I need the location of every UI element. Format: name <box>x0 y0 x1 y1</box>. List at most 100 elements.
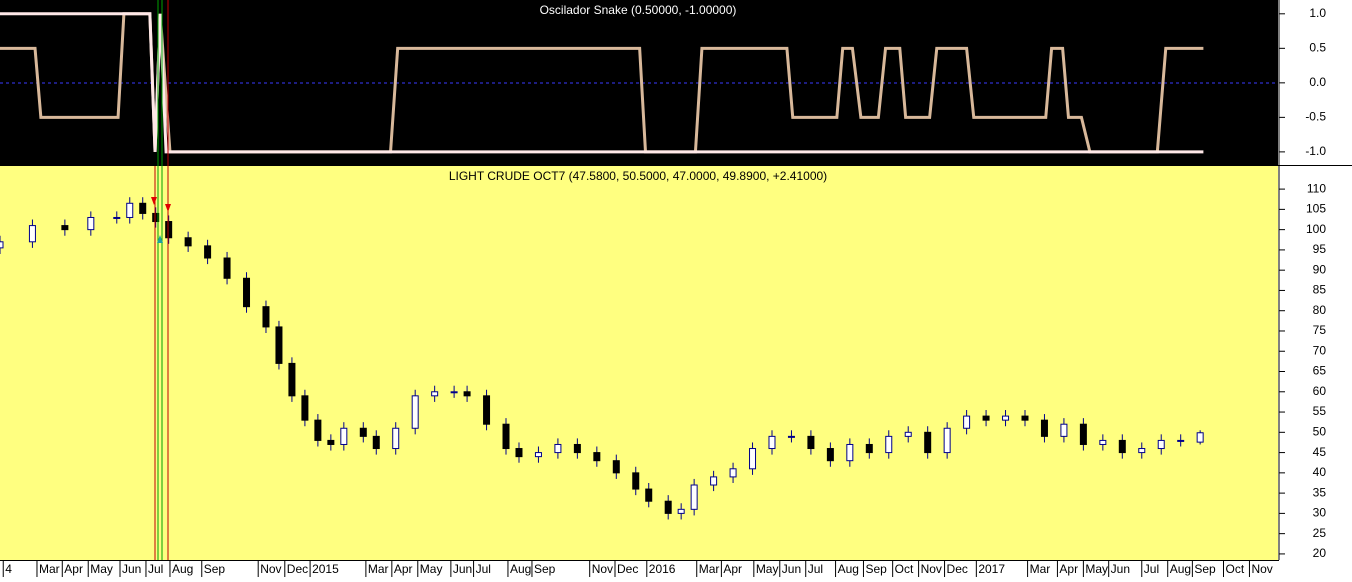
y-tick-label: 80 <box>1313 303 1327 317</box>
y-tick-label: 30 <box>1313 506 1327 520</box>
x-tick-label: Nov <box>1251 562 1272 576</box>
candle-body <box>807 435 815 450</box>
x-tick-label: Aug <box>172 562 193 576</box>
x-tick-label: Aug <box>510 562 531 576</box>
y-tick-label: -1.0 <box>1305 144 1326 158</box>
x-tick-label: Sep <box>534 562 556 576</box>
candle-body <box>431 391 439 397</box>
x-tick-label: Apr <box>723 562 742 576</box>
candle-body <box>483 395 491 425</box>
candle-body <box>184 237 192 247</box>
candle-body <box>340 427 348 445</box>
x-tick-label: Apr <box>1059 562 1078 576</box>
x-tick-label: Jul <box>476 562 491 576</box>
candle-body <box>450 391 458 394</box>
x-tick-label: Mar <box>368 562 389 576</box>
candle-body <box>275 326 283 364</box>
candle-body <box>768 435 776 450</box>
x-tick-label: Aug <box>838 562 859 576</box>
candle-body <box>314 419 322 441</box>
y-tick-label: 105 <box>1306 202 1326 216</box>
candle-body <box>327 439 335 445</box>
x-tick-label: Oct <box>895 562 914 576</box>
x-tick-label: Sep <box>204 562 226 576</box>
candle-body <box>904 431 912 437</box>
y-tick-label: 60 <box>1313 384 1327 398</box>
candle-body <box>573 443 581 454</box>
y-tick-label: 55 <box>1313 404 1327 418</box>
candle-body <box>865 443 873 454</box>
candle-body <box>1079 423 1087 445</box>
candle-body <box>223 257 231 279</box>
candle-body <box>710 476 718 486</box>
x-tick-label: Nov <box>260 562 281 576</box>
x-tick-label: 2016 <box>649 562 676 576</box>
candle-body <box>846 443 854 462</box>
x-tick-label: Jun <box>1111 562 1130 576</box>
x-tick-label: Mar <box>699 562 720 576</box>
candle-body <box>787 435 795 438</box>
x-tick-label: Mar <box>39 562 60 576</box>
x-tick-label: May <box>756 562 779 576</box>
candle-body <box>885 435 893 454</box>
candle-body <box>1177 439 1185 442</box>
y-tick-label: -0.5 <box>1305 110 1326 124</box>
x-tick-label: Jul <box>148 562 163 576</box>
candle-body <box>139 202 147 214</box>
candle-body <box>126 202 134 218</box>
candle-body <box>612 460 620 474</box>
candle-body <box>463 391 471 397</box>
y-tick-label: 65 <box>1313 364 1327 378</box>
candle-body <box>1118 439 1126 454</box>
buy-arrow <box>157 235 163 243</box>
x-tick-label: Jun <box>122 562 141 576</box>
x-tick-label: Sep <box>865 562 887 576</box>
candle-body <box>372 435 380 450</box>
x-tick-label: Dec <box>617 562 638 576</box>
x-tick-label: 2015 <box>312 562 339 576</box>
candle-body <box>826 448 834 462</box>
candle-body <box>165 221 173 239</box>
x-tick-label: May <box>90 562 113 576</box>
y-tick-label: 0.5 <box>1309 40 1326 54</box>
candle-body <box>1040 419 1048 437</box>
y-tick-label: 110 <box>1307 181 1326 195</box>
x-tick-label: Jun <box>782 562 801 576</box>
price-panel <box>0 166 1278 560</box>
candle-body <box>749 448 757 470</box>
x-tick-label: May <box>1085 562 1108 576</box>
price-title: LIGHT CRUDE OCT7 (47.5800, 50.5000, 47.0… <box>449 169 827 183</box>
x-tick-label: Nov <box>592 562 613 576</box>
y-tick-label: 75 <box>1313 323 1327 337</box>
candle-body <box>729 468 737 478</box>
x-tick-label: Jul <box>808 562 823 576</box>
y-tick-label: 0.0 <box>1309 75 1326 89</box>
candle-body <box>502 423 510 450</box>
y-tick-label: 50 <box>1313 424 1327 438</box>
y-tick-label: 85 <box>1313 283 1327 297</box>
candle-body <box>982 415 990 421</box>
sell-arrow <box>151 197 157 205</box>
candle-body <box>301 395 309 421</box>
candle-body <box>943 427 951 454</box>
candle-body <box>113 216 121 219</box>
y-tick-label: 45 <box>1313 445 1327 459</box>
candle-body <box>243 277 251 308</box>
y-tick-label: 95 <box>1313 242 1327 256</box>
candle-body <box>664 500 672 514</box>
candle-body <box>1002 415 1010 421</box>
sell-arrow <box>165 204 171 212</box>
candle-body <box>1021 415 1029 421</box>
y-tick-label: 1.0 <box>1309 6 1326 20</box>
y-tick-label: 100 <box>1306 222 1326 236</box>
candle-body <box>61 225 69 231</box>
x-tick-label: Nov <box>921 562 942 576</box>
candle-body <box>288 362 296 397</box>
candle-body <box>924 431 932 454</box>
candle-body <box>152 212 160 223</box>
x-tick-label: Apr <box>394 562 413 576</box>
candle-body <box>690 484 698 510</box>
y-tick-label: 90 <box>1313 262 1327 276</box>
